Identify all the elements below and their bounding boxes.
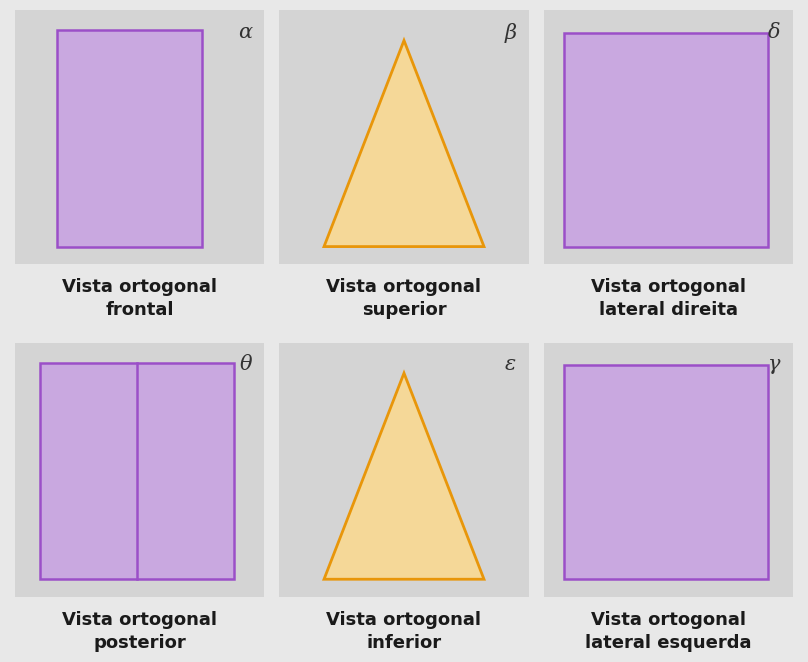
Text: Vista ortogonal
inferior: Vista ortogonal inferior [326,610,482,651]
Text: Vista ortogonal
superior: Vista ortogonal superior [326,278,482,319]
Text: α: α [238,23,252,42]
Text: θ: θ [239,355,252,374]
Polygon shape [324,373,484,579]
Bar [563,365,768,579]
Text: δ: δ [768,23,781,42]
Polygon shape [324,40,484,246]
Text: Vista ortogonal
lateral esquerda: Vista ortogonal lateral esquerda [585,610,751,651]
Text: ε: ε [505,355,516,374]
Text: γ: γ [768,355,781,374]
Text: Vista ortogonal
posterior: Vista ortogonal posterior [62,610,217,651]
Bar [57,30,202,246]
Text: Vista ortogonal
frontal: Vista ortogonal frontal [62,278,217,319]
Bar [563,33,768,246]
Text: Vista ortogonal
lateral direita: Vista ortogonal lateral direita [591,278,746,319]
Bar [40,363,234,579]
Text: β: β [504,23,516,42]
